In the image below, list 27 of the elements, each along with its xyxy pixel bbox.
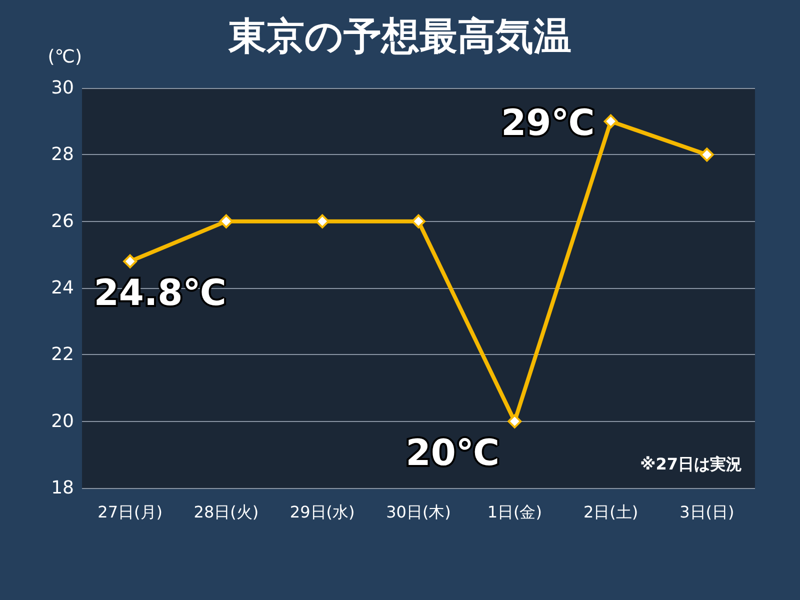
x-tick-label: 29日(水) <box>290 502 355 522</box>
x-tick-label: 30日(木) <box>386 502 451 522</box>
y-axis-title: (℃) <box>48 46 82 68</box>
point <box>315 214 330 228</box>
y-tick-label: 26 <box>51 210 74 232</box>
y-tick-label: 22 <box>51 344 74 366</box>
y-tick-label: 28 <box>51 144 74 166</box>
x-tick-label: 1日(金) <box>487 502 542 522</box>
y-tick-label: 24 <box>51 278 74 298</box>
annotation: ※27日は実況 <box>640 454 742 474</box>
data-label: 24.8℃ <box>94 272 226 314</box>
x-tick-label: 28日(火) <box>194 502 259 522</box>
y-tick-label: 18 <box>51 478 74 498</box>
point <box>604 114 618 128</box>
data-label: 20℃ <box>406 432 500 474</box>
y-tick-label: 20 <box>51 410 74 432</box>
point <box>123 254 138 268</box>
x-tick-label: 2日(土) <box>583 502 638 522</box>
x-tick-label: 3日(日) <box>680 502 734 522</box>
x-tick-label: 27日(月) <box>98 502 162 522</box>
point <box>412 214 426 228</box>
y-tick-label: 30 <box>51 78 74 98</box>
data-label: 29℃ <box>501 102 595 144</box>
point <box>700 148 714 162</box>
point <box>508 414 522 428</box>
chart-title: 東京の予想最高気温 <box>228 14 572 58</box>
point <box>219 214 234 228</box>
